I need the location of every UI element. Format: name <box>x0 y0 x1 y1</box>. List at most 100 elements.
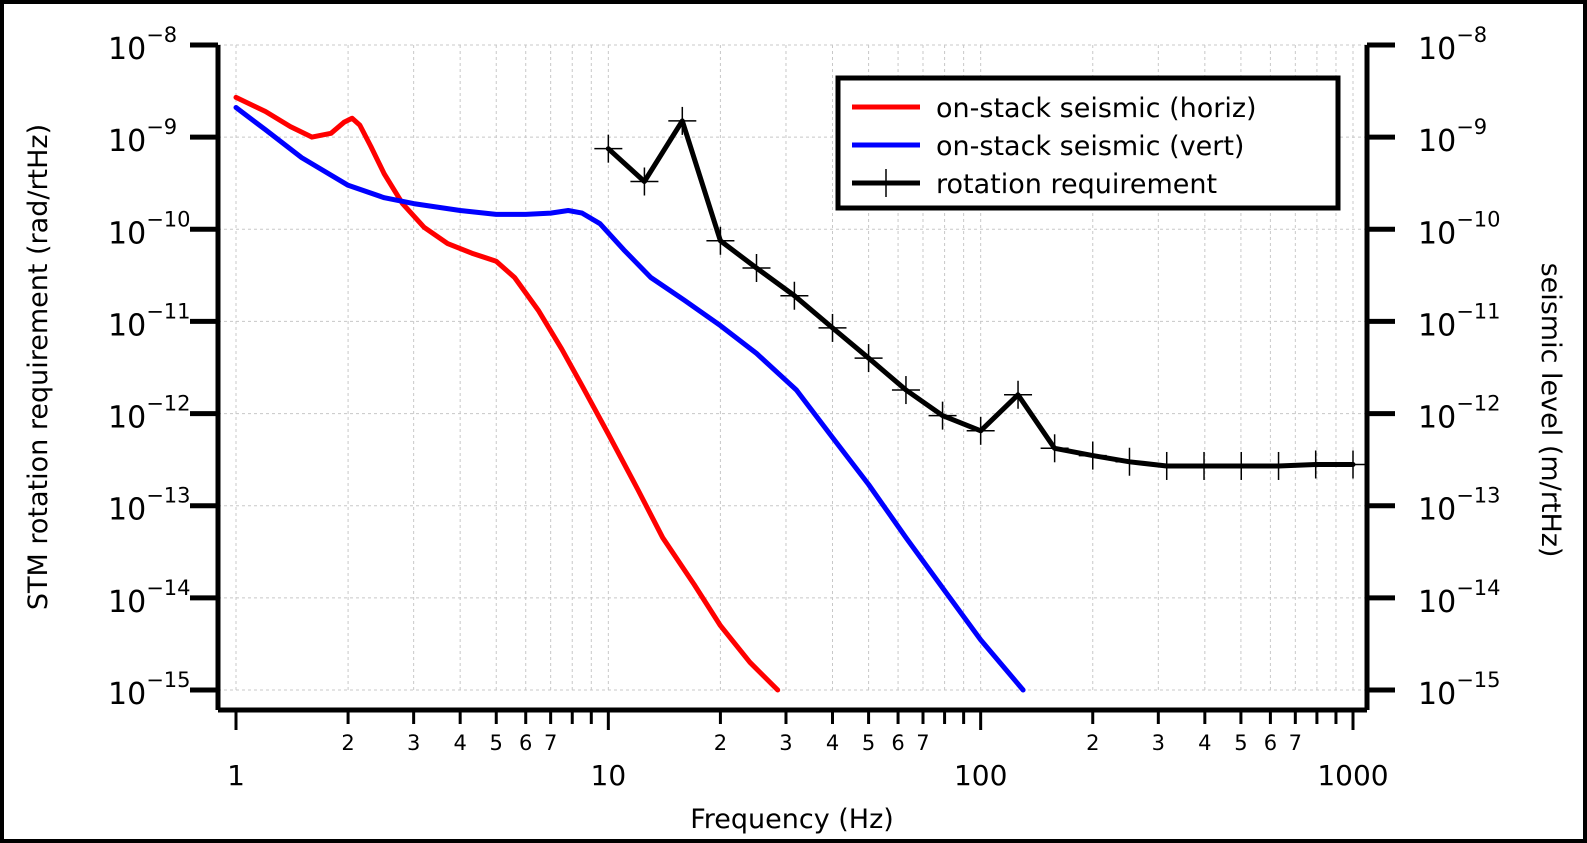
y-tick-base: 10 <box>1418 401 1456 436</box>
data-point-marker <box>1152 451 1181 480</box>
y-tick-exponent: −13 <box>1456 484 1500 508</box>
y-tick-label-left: 10−14 <box>108 576 191 620</box>
x-minor-tick-label: 4 <box>1198 731 1211 755</box>
y-tick-exponent: −10 <box>146 207 190 231</box>
data-point-marker <box>630 167 659 196</box>
y-tick-exponent: −10 <box>1456 207 1500 231</box>
legend-entry: rotation requirement <box>852 169 1217 200</box>
x-minor-tick-label: 5 <box>490 731 503 755</box>
legend-label: on-stack seismic (horiz) <box>936 93 1257 124</box>
y-tick-label-right: 10−10 <box>1418 207 1501 251</box>
data-point-marker <box>1264 451 1293 480</box>
y-tick-label-right: 10−13 <box>1418 484 1501 528</box>
data-point-marker <box>706 226 735 255</box>
x-minor-tick-label: 7 <box>1289 731 1302 755</box>
data-point-marker <box>1040 434 1069 463</box>
y-tick-exponent: −15 <box>146 668 190 692</box>
data-point-marker <box>1301 450 1330 479</box>
data-point-marker <box>966 416 995 445</box>
data-point-marker <box>818 313 847 342</box>
x-minor-tick-label: 3 <box>1152 731 1165 755</box>
y-tick-label-right: 10−9 <box>1418 115 1487 159</box>
y-tick-exponent: −11 <box>146 299 190 323</box>
data-point-marker <box>1227 451 1256 480</box>
y-tick-label-right: 10−11 <box>1418 299 1501 343</box>
y-tick-label-right: 10−14 <box>1418 576 1501 620</box>
x-minor-tick-label: 7 <box>544 731 557 755</box>
y-tick-base: 10 <box>108 677 146 712</box>
y-tick-base: 10 <box>108 216 146 251</box>
y-tick-base: 10 <box>108 124 146 159</box>
data-point-marker <box>742 254 771 283</box>
y-tick-base: 10 <box>108 585 146 620</box>
label-layer: Frequency (Hz) STM rotation requirement … <box>23 124 1566 835</box>
y-tick-exponent: −9 <box>1456 115 1487 139</box>
x-minor-tick-label: 2 <box>341 731 354 755</box>
data-point-marker <box>891 376 920 405</box>
legend-label: rotation requirement <box>936 169 1217 200</box>
x-minor-tick-label: 6 <box>519 731 532 755</box>
x-minor-tick-label: 5 <box>862 731 875 755</box>
legend-box <box>835 75 1341 211</box>
y-tick-exponent: −13 <box>146 484 190 508</box>
data-point-marker <box>1339 450 1367 479</box>
y-tick-base: 10 <box>108 401 146 436</box>
y-tick-exponent: −14 <box>1456 576 1500 600</box>
x-minor-tick-label: 3 <box>407 731 420 755</box>
data-point-marker <box>928 401 957 430</box>
y-tick-label-left: 10−12 <box>108 392 191 436</box>
x-minor-tick-label: 4 <box>453 731 466 755</box>
y-tick-base: 10 <box>108 32 146 67</box>
y-tick-base: 10 <box>1418 493 1456 528</box>
series-line-1 <box>233 105 1026 693</box>
y-axis-title-right: seismic level (m/rtHz) <box>1535 263 1566 558</box>
x-minor-tick-label: 6 <box>1264 731 1277 755</box>
y-tick-label-left: 10−10 <box>108 207 191 251</box>
data-point-marker <box>1078 441 1107 470</box>
y-tick-base: 10 <box>1418 677 1456 712</box>
legend-entry: on-stack seismic (horiz) <box>852 93 1257 124</box>
y-tick-label-right: 10−15 <box>1418 668 1501 712</box>
y-tick-exponent: −15 <box>1456 668 1500 692</box>
y-tick-label-right: 10−8 <box>1418 23 1487 67</box>
y-tick-exponent: −8 <box>1456 23 1487 47</box>
y-tick-label-right: 10−12 <box>1418 392 1501 436</box>
legend-label: on-stack seismic (vert) <box>936 131 1244 162</box>
y-tick-base: 10 <box>1418 585 1456 620</box>
y-tick-base: 10 <box>1418 216 1456 251</box>
y-tick-base: 10 <box>1418 308 1456 343</box>
y-tick-exponent: −14 <box>146 576 190 600</box>
y-tick-base: 10 <box>1418 124 1456 159</box>
x-major-tick-label: 1000 <box>1317 759 1388 792</box>
y-tick-label-left: 10−9 <box>108 115 177 159</box>
series-layer <box>233 94 1367 693</box>
data-point-marker <box>1190 451 1219 480</box>
y-tick-exponent: −9 <box>146 115 177 139</box>
y-tick-label-left: 10−15 <box>108 668 191 712</box>
y-tick-exponent: −8 <box>146 23 177 47</box>
x-minor-tick-label: 2 <box>714 731 727 755</box>
y-tick-exponent: −11 <box>1456 299 1500 323</box>
x-minor-tick-label: 6 <box>891 731 904 755</box>
y-axis-title-left: STM rotation requirement (rad/rtHz) <box>23 124 54 610</box>
x-major-tick-label: 100 <box>954 759 1007 792</box>
y-tick-exponent: −12 <box>146 392 190 416</box>
series-line-0 <box>233 94 781 693</box>
x-minor-tick-label: 7 <box>916 731 929 755</box>
x-major-tick-label: 10 <box>591 759 627 792</box>
x-minor-tick-label: 4 <box>826 731 839 755</box>
y-tick-base: 10 <box>1418 32 1456 67</box>
data-point-marker <box>594 134 623 163</box>
legend: on-stack seismic (horiz) on-stack seismic… <box>835 75 1341 211</box>
y-tick-base: 10 <box>108 308 146 343</box>
data-point-marker <box>854 344 883 373</box>
x-major-tick-label: 1 <box>227 759 245 792</box>
y-tick-label-left: 10−11 <box>108 299 191 343</box>
x-axis-title: Frequency (Hz) <box>690 804 894 835</box>
y-tick-base: 10 <box>108 493 146 528</box>
y-tick-label-left: 10−8 <box>108 23 177 67</box>
data-point-marker <box>1115 447 1144 476</box>
x-minor-tick-label: 3 <box>779 731 792 755</box>
data-point-marker <box>668 106 697 135</box>
